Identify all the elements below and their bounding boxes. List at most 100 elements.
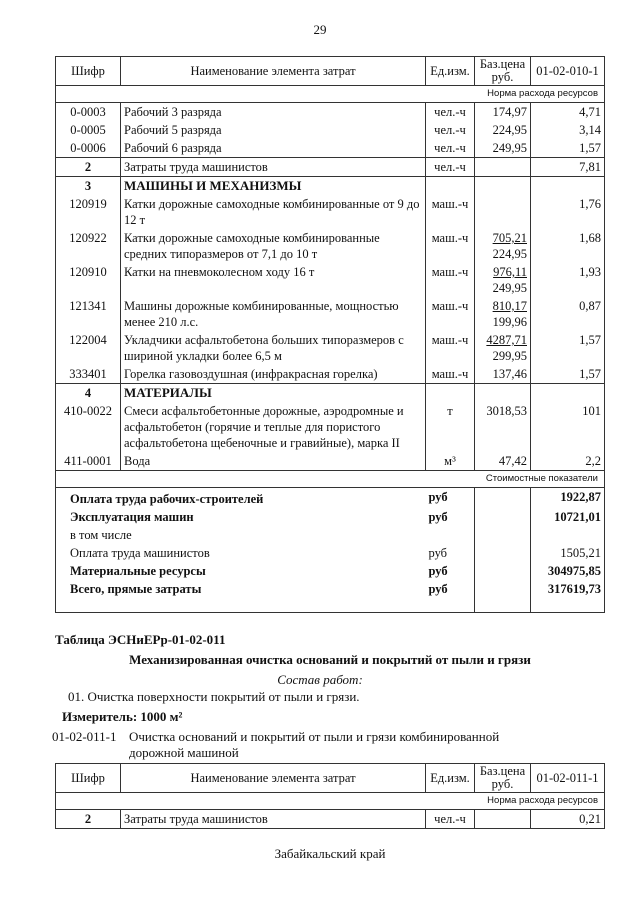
- row-unit: [425, 383, 475, 402]
- page-footer: Забайкальский край: [274, 846, 386, 861]
- row-code: 122004: [55, 331, 121, 365]
- summary-unit: руб: [428, 490, 448, 504]
- row-code: 3: [55, 176, 121, 195]
- header-norm-code: 01-02-011-1: [530, 763, 605, 793]
- cost-indicators-row: Стоимостные показатели: [55, 470, 605, 488]
- price-total: 810,17: [492, 299, 527, 313]
- cost-label: Стоимостные показатели: [55, 470, 605, 488]
- header-code: Шифр: [55, 56, 121, 86]
- summary-price: [474, 487, 531, 508]
- table-row: 333401 Горелка газовоздушная (инфракрасна…: [55, 365, 605, 384]
- row-value: 1,57: [530, 331, 605, 365]
- summary-row: Оплата труда рабочих-строителей руб 1922,8…: [55, 487, 605, 508]
- norma-row: Норма расхода ресурсов: [55, 85, 605, 103]
- row-name: МАТЕРИАЛЫ: [120, 383, 426, 402]
- row-price: 249,95: [474, 139, 531, 158]
- row-code: 411-0001: [55, 452, 121, 471]
- row-price: 47,42: [474, 452, 531, 471]
- price-labor: 249,95: [492, 281, 527, 295]
- row-unit: чел.-ч: [425, 121, 475, 139]
- price-labor: 199,96: [492, 315, 527, 329]
- row-value: 1,68: [530, 229, 605, 263]
- row-value: 7,81: [530, 157, 605, 177]
- composition-item: 01. Очистка поверхности покрытий от пыли…: [68, 689, 360, 704]
- summary-value: 1505,21: [530, 544, 605, 562]
- header-name: Наименование элемента затрат: [120, 763, 426, 793]
- row-unit: маш.-ч: [425, 365, 475, 384]
- row-name: МАШИНЫ И МЕХАНИЗМЫ: [120, 176, 426, 195]
- row-name: Смеси асфальтобетонные дорожные, аэродро…: [120, 402, 426, 452]
- table-title: Таблица ЭСНиЕРр-01-02-011: [55, 632, 226, 647]
- table-row: 2 Затраты труда машинистов чел.-ч 7,81: [55, 157, 605, 177]
- table-row: 120919 Катки дорожные самоходные комбинир…: [55, 195, 605, 229]
- table-row: 2 Затраты труда машинистов чел.-ч 0,21: [55, 809, 605, 829]
- row-code: 120919: [55, 195, 121, 229]
- row-price: 137,46: [474, 365, 531, 384]
- summary-spacer: [55, 598, 605, 613]
- row-price: [474, 176, 531, 195]
- table-row: 122004 Укладчики асфальтобетона больших т…: [55, 331, 605, 365]
- header-name: Наименование элемента затрат: [120, 56, 426, 86]
- summary-unit: руб: [428, 546, 448, 560]
- row-value: 0,87: [530, 297, 605, 331]
- header-row: Шифр Наименование элемента затрат Ед.изм. Б…: [55, 56, 605, 86]
- row-price: 3018,53: [474, 402, 531, 452]
- header-norm-code: 01-02-010-1: [530, 56, 605, 86]
- composition-label: Состав работ:: [277, 672, 363, 687]
- summary-name: Материальные ресурсы: [55, 562, 426, 580]
- summary-value: 1922,87: [530, 487, 605, 508]
- row-value: 3,14: [530, 121, 605, 139]
- row-code: 0-0006: [55, 139, 121, 158]
- norm-code: 01-02-011-1: [52, 729, 117, 744]
- table-row: 410-0022 Смеси асфальтобетонные дорожные,…: [55, 402, 605, 452]
- row-unit: чел.-ч: [425, 139, 475, 158]
- summary-value: [530, 526, 605, 544]
- price-total: 976,11: [493, 265, 527, 279]
- row-unit: маш.-ч: [425, 229, 475, 263]
- table-row: 3 МАШИНЫ И МЕХАНИЗМЫ: [55, 176, 605, 195]
- summary-name: Всего, прямые затраты: [55, 580, 426, 598]
- row-code: 333401: [55, 365, 121, 384]
- row-value: 4,71: [530, 102, 605, 121]
- row-unit: маш.-ч: [425, 331, 475, 365]
- summary-name: Оплата труда машинистов: [55, 544, 426, 562]
- row-value: 1,57: [530, 139, 605, 158]
- row-value: [530, 176, 605, 195]
- row-price: 224,95: [474, 121, 531, 139]
- summary-name: Оплата труда рабочих-строителей: [55, 487, 426, 508]
- row-code: 120922: [55, 229, 121, 263]
- row-name: Затраты труда машинистов: [120, 809, 426, 829]
- price-labor: 299,95: [492, 349, 527, 363]
- summary-row: Материальные ресурсы руб 304975,85: [55, 562, 605, 580]
- row-code: 0-0005: [55, 121, 121, 139]
- header-unit: Ед.изм.: [425, 763, 475, 793]
- measure-unit: Измеритель: 1000 м²: [62, 709, 183, 724]
- resource-table-01-02-010-1: Шифр Наименование элемента затрат Ед.изм. Б…: [55, 56, 605, 613]
- spacer: [55, 598, 475, 613]
- row-code: 0-0003: [55, 102, 121, 121]
- row-price: 174,97: [474, 102, 531, 121]
- summary-name: Эксплуатация машин: [55, 508, 426, 526]
- norm-description: Очистка оснований и покрытий от пыли и г…: [129, 729, 500, 760]
- row-value: 2,2: [530, 452, 605, 471]
- row-name: Укладчики асфальтобетона больших типораз…: [120, 331, 426, 365]
- row-name: Катки дорожные самоходные комбинированны…: [120, 195, 426, 229]
- summary-row: Оплата труда машинистов руб 1505,21: [55, 544, 605, 562]
- row-name: Рабочий 5 разряда: [120, 121, 426, 139]
- row-name: Рабочий 6 разряда: [120, 139, 426, 158]
- row-price: [474, 157, 531, 177]
- table-row: 0-0003 Рабочий 3 разряда чел.-ч 174,97 4,71: [55, 102, 605, 121]
- table-subtitle: Механизированная очистка оснований и пок…: [129, 652, 531, 667]
- row-value: 101: [530, 402, 605, 452]
- row-price: 810,17 199,96: [474, 297, 531, 331]
- row-unit: т: [425, 402, 475, 452]
- summary-unit: руб: [428, 510, 448, 524]
- spacer: [474, 598, 531, 613]
- row-unit: маш.-ч: [425, 297, 475, 331]
- summary-name: в том числе: [55, 526, 426, 544]
- row-unit: [425, 176, 475, 195]
- price-total: 705,21: [492, 231, 527, 245]
- price-total: 4287,71: [486, 333, 527, 347]
- row-name: Горелка газовоздушная (инфракрасная горе…: [120, 365, 426, 384]
